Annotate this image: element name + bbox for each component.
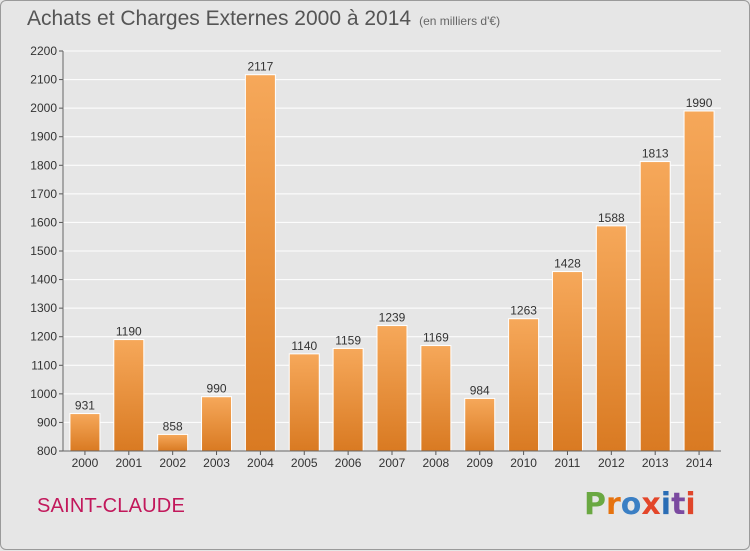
y-tick-label: 900 <box>37 415 57 429</box>
data-labels: 931 1190 858 990 2117 1140 1159 1239 1169 984 1263… <box>75 60 713 434</box>
data-label-2006: 1159 <box>335 333 361 347</box>
y-tick-label: 1700 <box>30 187 57 201</box>
data-label-2000: 931 <box>75 399 95 413</box>
bar-2000 <box>69 413 101 452</box>
bars <box>69 74 715 452</box>
bar-2006 <box>332 347 364 452</box>
x-tick-label-2002: 2002 <box>159 456 186 470</box>
y-tick-label: 1200 <box>30 330 57 344</box>
bar-2007 <box>376 325 408 452</box>
logo-letter: i <box>660 487 672 522</box>
y-tick-label: 2000 <box>30 101 57 115</box>
x-tick-label-2001: 2001 <box>115 456 142 470</box>
logo-letter: P <box>584 487 606 522</box>
x-tick-label-2000: 2000 <box>72 456 99 470</box>
x-tick-label-2010: 2010 <box>510 456 537 470</box>
x-axis: 2000 2001 2002 2003 2004 2005 2006 2007 2008 2009… <box>63 450 721 470</box>
x-tick-label-2005: 2005 <box>291 456 318 470</box>
bar-2012 <box>595 225 627 452</box>
x-tick-label-2013: 2013 <box>642 456 669 470</box>
bar-2005 <box>288 353 320 452</box>
x-tick-label-2007: 2007 <box>379 456 406 470</box>
bar-2014 <box>683 110 715 452</box>
bar-2010 <box>508 318 540 452</box>
data-label-2001: 1190 <box>116 325 142 339</box>
bar-2009 <box>464 397 496 452</box>
data-label-2004: 2117 <box>247 60 273 74</box>
data-label-2013: 1813 <box>642 147 669 161</box>
logo-letter: t <box>671 487 686 522</box>
y-tick-label: 1500 <box>30 244 57 258</box>
logo-letter: r <box>606 487 621 522</box>
x-tick-label-2004: 2004 <box>247 456 274 470</box>
x-tick-label-2012: 2012 <box>598 456 625 470</box>
bar-2013 <box>639 161 671 452</box>
data-label-2014: 1990 <box>686 96 713 110</box>
x-tick-label-2009: 2009 <box>466 456 493 470</box>
data-label-2005: 1140 <box>291 339 317 353</box>
chart-title: Achats et Charges Externes 2000 à 2014 (e… <box>27 7 500 31</box>
y-tick-label: 1000 <box>30 387 57 401</box>
chart-subtitle: (en milliers d'€) <box>419 14 501 28</box>
logo-letter: o <box>620 487 642 522</box>
logo-letter: i <box>685 487 696 522</box>
data-label-2010: 1263 <box>510 304 537 318</box>
bar-2004 <box>244 74 276 452</box>
bar-2003 <box>201 396 233 452</box>
y-tick-label: 2200 <box>30 44 57 58</box>
data-label-2003: 990 <box>207 382 227 396</box>
bar-2001 <box>113 339 145 452</box>
y-tick-label: 2100 <box>30 73 57 87</box>
y-tick-label: 1600 <box>30 215 57 229</box>
x-tick-label-2011: 2011 <box>555 456 581 470</box>
y-axis: 800 900 1000 1100 1200 1300 1400 1500 1600 1700 18… <box>30 44 64 458</box>
data-label-2012: 1588 <box>598 211 625 225</box>
bar-2008 <box>420 345 452 452</box>
y-tick-label: 1400 <box>30 273 57 287</box>
data-label-2009: 984 <box>470 383 490 397</box>
chart-title-text: Achats et Charges Externes 2000 à 2014 <box>27 7 412 30</box>
y-tick-label: 1300 <box>30 301 57 315</box>
y-tick-label: 800 <box>37 444 57 458</box>
data-label-2007: 1239 <box>379 311 406 325</box>
data-label-2008: 1169 <box>423 331 449 345</box>
location-label: SAINT-CLAUDE <box>37 495 185 517</box>
bar-2002 <box>157 433 189 452</box>
y-tick-label: 1900 <box>30 130 57 144</box>
y-tick-label: 1800 <box>30 158 57 172</box>
data-label-2011: 1428 <box>554 257 581 271</box>
bar-2011 <box>551 271 583 452</box>
x-tick-label-2008: 2008 <box>423 456 450 470</box>
y-tick-label: 1100 <box>31 358 57 372</box>
x-tick-label-2006: 2006 <box>335 456 362 470</box>
x-tick-label-2014: 2014 <box>686 456 713 470</box>
x-tick-label-2003: 2003 <box>203 456 230 470</box>
logo-letter: x <box>641 487 661 522</box>
proxiti-logo: Proxiti <box>584 487 696 522</box>
data-label-2002: 858 <box>163 419 183 433</box>
